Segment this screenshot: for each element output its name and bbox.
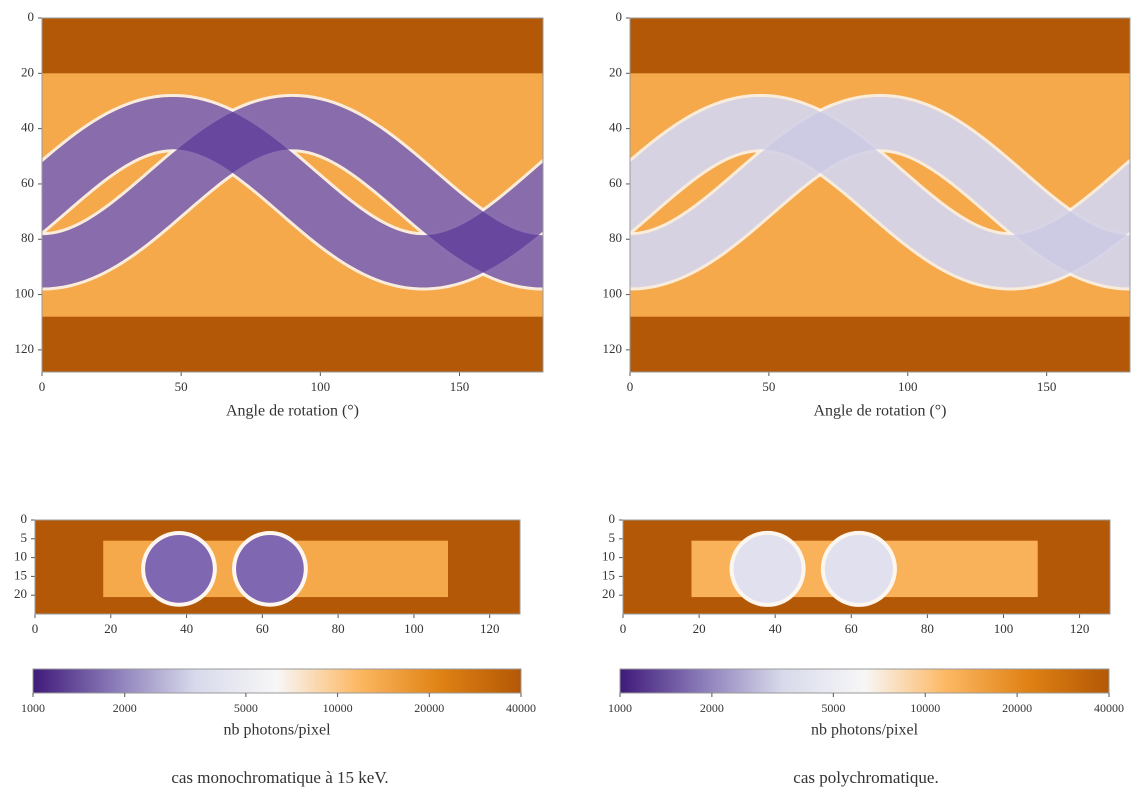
y-tick-label: 60 [609,175,622,190]
x-tick-label: 40 [769,621,782,636]
y-tick-label: 40 [609,120,622,135]
plot-frame [41,17,544,373]
caption: cas polychromatique. [793,768,938,787]
y-tick-label: 120 [603,341,623,356]
x-tick-label: 10000 [323,701,353,715]
x-tick-label: 100 [311,379,331,394]
image [35,520,520,614]
x-tick-label: 80 [921,621,934,636]
y-tick-label: 0 [21,511,28,526]
y-tick-label: 0 [28,9,35,24]
y-tick-label: 100 [15,286,35,301]
x-tick-label: 50 [175,379,188,394]
colorbar-label: nb photons/pixel [811,722,919,739]
x-tick-label: 100 [994,621,1014,636]
y-tick-label: 80 [609,230,622,245]
image [42,18,543,372]
image [630,18,1130,372]
x-axis-label: Angle de rotation (°) [813,403,946,420]
y-tick-label: 10 [14,549,27,564]
x-tick-label: 100 [898,379,918,394]
disc [824,534,893,603]
y-tick-label: 0 [616,9,623,24]
colorbar [32,668,522,694]
caption: cas monochromatique à 15 keV. [171,768,388,787]
x-tick-label: 5000 [234,701,258,715]
x-tick-label: 120 [1070,621,1090,636]
x-tick-label: 100 [404,621,424,636]
x-tick-label: 40000 [506,701,536,715]
y-tick-label: 15 [602,567,615,582]
y-tick-label: 40 [21,120,34,135]
y-tick-label: 20 [21,64,34,79]
disc [733,534,802,603]
x-tick-label: 0 [39,379,46,394]
x-axis-label: Angle de rotation (°) [226,403,359,420]
plot-frame [34,519,521,615]
x-tick-label: 80 [332,621,345,636]
sinogram-band [630,96,1130,288]
x-tick-label: 10000 [910,701,940,715]
y-tick-label: 20 [14,586,27,601]
disc [236,534,304,603]
y-tick-label: 100 [603,286,623,301]
y-tick-label: 5 [609,530,616,545]
x-tick-label: 0 [627,379,634,394]
y-tick-label: 60 [21,175,34,190]
x-tick-label: 2000 [113,701,137,715]
x-tick-label: 120 [480,621,500,636]
y-tick-label: 120 [15,341,35,356]
y-tick-label: 80 [21,230,34,245]
x-tick-label: 20000 [1002,701,1032,715]
x-tick-label: 20 [104,621,117,636]
colorbar-label: nb photons/pixel [223,722,331,739]
x-tick-label: 0 [620,621,627,636]
y-tick-label: 20 [602,586,615,601]
x-tick-label: 0 [32,621,39,636]
sinogram-band [42,96,543,288]
y-tick-label: 15 [14,567,27,582]
x-tick-label: 40000 [1094,701,1124,715]
y-tick-label: 5 [21,530,28,545]
x-tick-label: 2000 [700,701,724,715]
x-tick-label: 60 [256,621,269,636]
x-tick-label: 5000 [821,701,845,715]
x-tick-label: 60 [845,621,858,636]
x-tick-label: 20000 [414,701,444,715]
plot-frame [629,17,1131,373]
x-tick-label: 1000 [608,701,632,715]
x-tick-label: 50 [762,379,775,394]
x-tick-label: 150 [450,379,470,394]
disc [145,534,213,603]
x-tick-label: 20 [693,621,706,636]
y-tick-label: 0 [609,511,616,526]
y-tick-label: 20 [609,64,622,79]
plot-frame [622,519,1111,615]
image [623,520,1110,614]
x-tick-label: 1000 [21,701,45,715]
colorbar [619,668,1110,694]
x-tick-label: 40 [180,621,193,636]
y-tick-label: 10 [602,549,615,564]
x-tick-label: 150 [1037,379,1057,394]
